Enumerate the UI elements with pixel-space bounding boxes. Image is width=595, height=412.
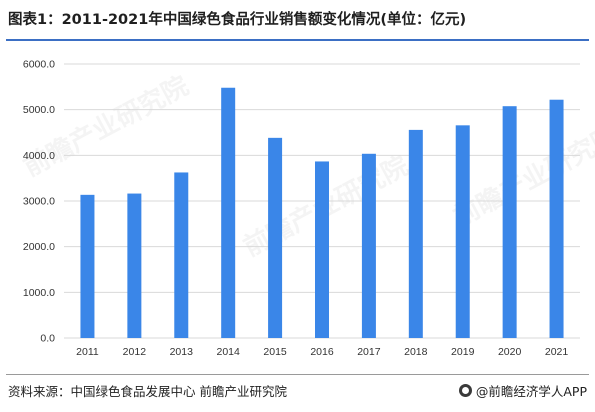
x-tick-label: 2016 (310, 346, 334, 358)
bar (174, 172, 189, 338)
x-tick-label: 2019 (451, 346, 475, 358)
y-tick-label: 6000.0 (23, 59, 55, 71)
watermark-text: 前瞻产业研究院 (448, 120, 595, 233)
brand-logo-icon (458, 384, 472, 397)
x-tick-label: 2012 (123, 346, 147, 358)
bar (408, 129, 423, 338)
bar (455, 125, 470, 339)
title-divider (6, 39, 589, 41)
footer-divider (6, 374, 589, 375)
x-tick-label: 2020 (498, 346, 522, 358)
bar (315, 161, 329, 338)
bar-chart: 前瞻产业研究院前瞻产业研究院前瞻产业研究院0.01000.02000.03000… (18, 59, 595, 359)
x-tick-label: 2011 (76, 346, 99, 358)
x-tick-label: 2013 (170, 346, 194, 358)
bar (127, 193, 142, 338)
bar (268, 137, 283, 338)
x-tick-label: 2014 (217, 346, 241, 358)
y-tick-label: 3000.0 (23, 196, 55, 208)
y-tick-label: 2000.0 (23, 241, 55, 253)
y-tick-label: 1000.0 (23, 287, 55, 299)
x-tick-label: 2018 (404, 346, 428, 358)
x-tick-label: 2015 (263, 346, 287, 358)
bar (502, 106, 517, 338)
watermark-text: 前瞻产业研究院 (18, 70, 193, 183)
x-tick-label: 2017 (357, 346, 381, 358)
x-tick-label: 2021 (545, 346, 569, 358)
y-tick-label: 4000.0 (23, 150, 55, 162)
brand-credit: @前瞻经济学人APP (458, 381, 587, 400)
bar (221, 87, 236, 338)
chart-title: 图表1：2011-2021年中国绿色食品行业销售额变化情况(单位：亿元) (8, 12, 467, 28)
y-tick-label: 0.0 (40, 333, 55, 345)
bar (80, 194, 95, 338)
source-note: 资料来源：中国绿色食品发展中心 前瞻产业研究院 (8, 384, 287, 399)
y-tick-label: 5000.0 (23, 104, 55, 116)
bar (549, 99, 564, 338)
bar (361, 153, 376, 338)
brand-text: @前瞻经济学人APP (475, 384, 587, 399)
